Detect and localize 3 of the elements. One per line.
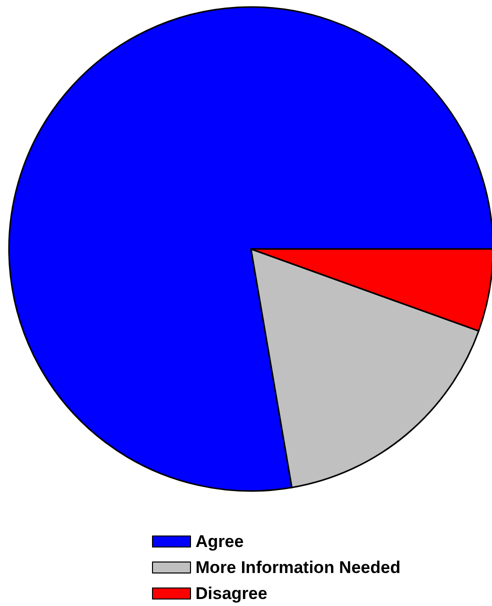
legend-label: Disagree: [196, 584, 268, 603]
legend-label: More Information Needed: [196, 558, 400, 577]
legend-label: Agree: [196, 532, 244, 551]
